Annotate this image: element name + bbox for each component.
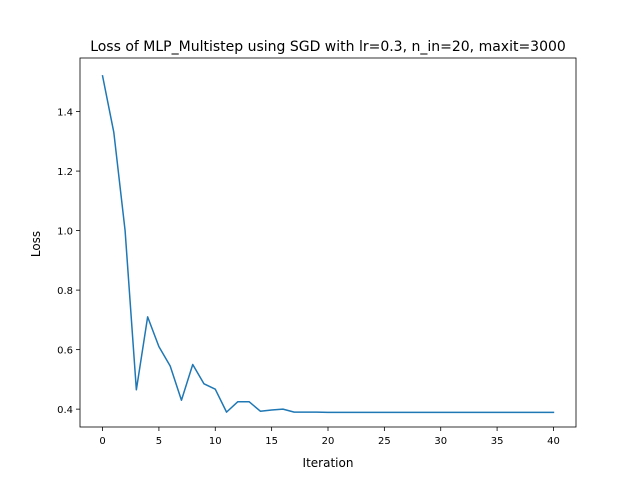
loss-data-point [508,412,510,414]
loss-data-point [485,412,487,414]
loss-data-point [226,411,228,413]
loss-data-point [113,132,115,134]
y-tick-label: 1.0 [57,227,73,238]
y-axis-label: Loss [29,231,43,257]
loss-data-point [553,412,555,414]
loss-data-point [260,410,262,412]
x-tick-label: 0 [99,436,105,447]
loss-data-point [451,412,453,414]
x-axis-label: Iteration [303,456,354,470]
loss-data-point [361,412,363,414]
loss-data-point [102,75,104,77]
loss-data-point [350,412,352,414]
loss-data-point [147,316,149,318]
series-layer [101,74,555,414]
y-tick-label: 1.2 [57,167,73,178]
loss-data-point [440,412,442,414]
loss-data-point [136,389,138,391]
loss-data-point [169,365,171,367]
loss-data-point [327,412,329,414]
x-tick-label: 10 [209,436,222,447]
loss-data-point [429,412,431,414]
x-axis: 0 5 10 15 20 25 30 35 40 [99,427,560,447]
loss-data-point [384,412,386,414]
loss-data-point [293,411,295,413]
loss-data-point [474,412,476,414]
loss-data-point [339,412,341,414]
x-tick-label: 20 [322,436,335,447]
loss-data-point [463,412,465,414]
loss-data-point [181,399,183,401]
loss-data-point [406,412,408,414]
y-axis: 0.4 0.6 0.8 1.0 1.2 1.4 [57,108,80,416]
loss-data-point [237,401,239,403]
y-tick-label: 0.4 [57,405,73,416]
plot-area: 0 5 10 15 20 25 30 35 40 0.4 0.6 0.8 1.0 1.2 1.4 [57,57,577,447]
x-tick-label: 40 [547,436,560,447]
loss-series-line [101,74,555,414]
loss-data-point [530,412,532,414]
axes-frame [79,57,577,428]
loss-data-point [215,388,217,390]
loss-data-point [541,412,543,414]
y-tick-label: 1.4 [57,108,73,119]
loss-data-point [305,411,307,413]
loss-data-point [519,412,521,414]
loss-data-point [124,230,126,232]
loss-data-point [372,412,374,414]
loss-data-point [192,364,194,366]
x-tick-label: 25 [378,436,391,447]
x-tick-label: 35 [491,436,504,447]
x-tick-label: 15 [265,436,278,447]
chart-title: Loss of MLP_Multistep using SGD with lr=… [90,39,566,55]
loss-data-point [417,412,419,414]
loss-data-point [395,412,397,414]
loss-data-point [282,408,284,410]
loss-data-point [316,411,318,413]
x-tick-label: 5 [156,436,162,447]
loss-data-point [203,383,205,385]
loss-data-point [271,409,273,411]
x-tick-label: 30 [434,436,447,447]
y-tick-label: 0.6 [57,346,73,357]
loss-data-point [496,412,498,414]
y-tick-label: 0.8 [57,286,73,297]
loss-data-point [248,401,250,403]
loss-data-point [158,346,160,348]
